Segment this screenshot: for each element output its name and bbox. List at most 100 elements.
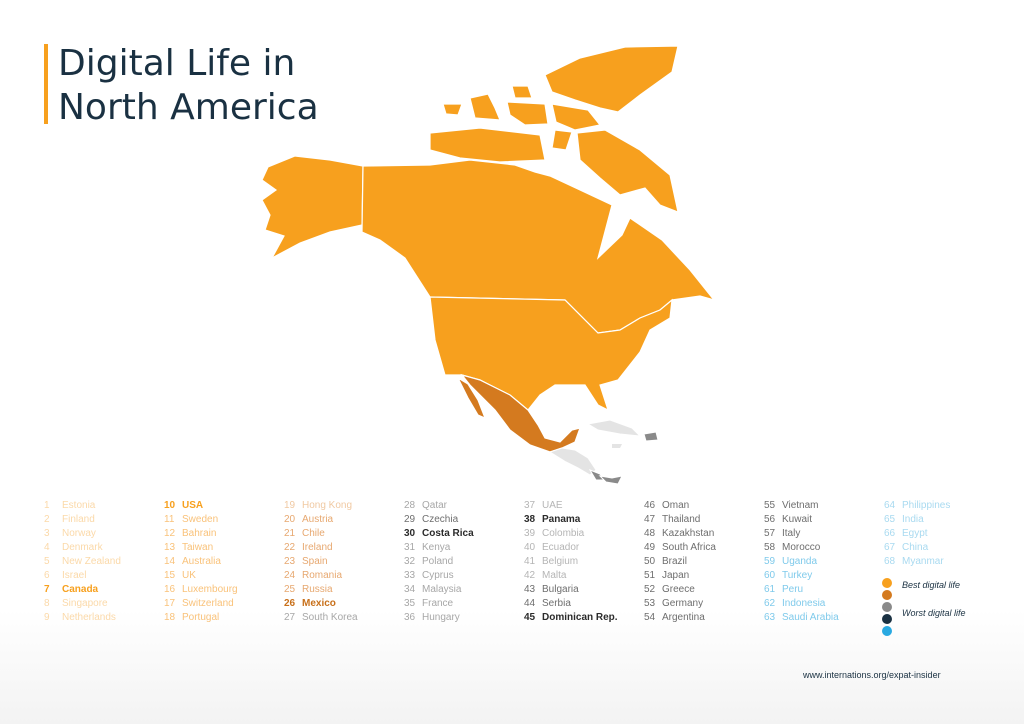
jamaica-shape [612,444,622,448]
ranking-number: 60 [764,570,776,581]
ranking-row: 57 Italy [764,527,884,541]
ranking-country: Hungary [422,612,460,623]
ranking-row: 53 Germany [644,597,764,611]
baffin-island-shape [576,129,679,213]
ranking-number: 2 [44,514,50,525]
ranking-row: 68 Myanmar [884,555,1004,569]
ranking-country: Malaysia [422,584,462,595]
title-line-1: Digital Life in [58,43,296,84]
ranking-number: 19 [284,500,296,511]
ranking-number: 17 [164,598,176,609]
legend-dot-worst [882,626,892,636]
ranking-country: Estonia [62,500,96,511]
source-link[interactable]: www.internations.org/expat-insider [803,670,941,680]
ranking-row: 61 Peru [764,583,884,597]
ranking-country: Germany [662,598,704,609]
ranking-row: 44 Serbia [524,597,644,611]
ranking-number: 15 [164,570,176,581]
ranking-country: Denmark [62,542,103,553]
ranking-number: 9 [44,612,50,623]
ranking-country: Uganda [782,556,818,567]
ranking-row: 8 Singapore [44,597,164,611]
ranking-row: 32 Poland [404,555,524,569]
ranking-country: Czechia [422,514,459,525]
ranking-row: 13 Taiwan [164,541,284,555]
ranking-country: Colombia [542,528,585,539]
ranking-number: 40 [524,542,536,553]
ranking-number: 37 [524,500,536,511]
ranking-number: 24 [284,570,296,581]
ranking-number: 67 [884,542,896,553]
ranking-row: 26 Mexico [284,597,404,611]
ranking-number: 33 [404,570,416,581]
ranking-country: New Zealand [62,556,121,567]
page-title: Digital Life in North America [58,42,388,130]
arctic-island-1 [429,127,546,163]
ranking-column-5: 37 UAE 38 Panama 39 Colombia 40 Ecuador 41 Belgiu… [524,499,644,625]
ranking-country: Australia [182,556,221,567]
central-america-region[interactable] [548,447,623,485]
ranking-country: Mexico [302,598,336,609]
ranking-row: 35 France [404,597,524,611]
ranking-row: 51 Japan [644,569,764,583]
ranking-row: 37 UAE [524,499,644,513]
caribbean-region[interactable] [586,419,659,448]
ranking-row: 43 Bulgaria [524,583,644,597]
ranking-row: 48 Kazakhstan [644,527,764,541]
ranking-number: 66 [884,528,896,539]
ranking-row: 41 Belgium [524,555,644,569]
ranking-row: 38 Panama [524,513,644,527]
ranking-row: 60 Turkey [764,569,884,583]
ranking-row: 27 South Korea [284,611,404,625]
ranking-country: Singapore [62,598,108,609]
arctic-island-7 [551,129,573,151]
ranking-row: 67 China [884,541,1004,555]
ranking-row: 30 Costa Rica [404,527,524,541]
ranking-row: 20 Austria [284,513,404,527]
ranking-number: 32 [404,556,416,567]
ranking-row: 46 Oman [644,499,764,513]
ranking-country: Bulgaria [542,584,579,595]
ranking-number: 61 [764,584,776,595]
ranking-row: 47 Thailand [644,513,764,527]
canada-region[interactable] [261,45,716,334]
ranking-number: 14 [164,556,176,567]
ranking-column-6: 46 Oman 47 Thailand 48 Kazakhstan 49 South Afri… [644,499,764,625]
ranking-country: Indonesia [782,598,826,609]
ranking-number: 7 [44,584,50,595]
ranking-row: 42 Malta [524,569,644,583]
ranking-country: Japan [662,570,690,581]
ranking-country: Romania [302,570,343,581]
ranking-number: 54 [644,612,656,623]
ranking-number: 62 [764,598,776,609]
central-america-light [548,447,597,476]
ranking-country: Chile [302,528,325,539]
ranking-number: 26 [284,598,296,609]
ranking-row: 40 Ecuador [524,541,644,555]
ranking-column-2: 10 USA 11 Sweden 12 Bahrain 13 Taiwan 14 Australi… [164,499,284,625]
ranking-row: 34 Malaysia [404,583,524,597]
ranking-country: South Africa [662,542,716,553]
ranking-country: Portugal [182,612,220,623]
ranking-country: China [902,542,929,553]
ranking-row: 66 Egypt [884,527,1004,541]
ranking-number: 34 [404,584,416,595]
ranking-column-4: 28 Qatar 29 Czechia 30 Costa Rica 31 Kenya 32 Pol… [404,499,524,625]
ranking-row: 16 Luxembourg [164,583,284,597]
ranking-country: Brazil [662,556,688,567]
ranking-row: 24 Romania [284,569,404,583]
ranking-country: Argentina [662,612,705,623]
ranking-country: Canada [62,584,99,595]
ranking-column-8: 64 Philippines 65 India 66 Egypt 67 China 68 Myan… [884,499,1004,569]
ranking-country: Kuwait [782,514,813,525]
ranking-number: 44 [524,598,536,609]
ranking-country: Norway [62,528,96,539]
ranking-row: 39 Colombia [524,527,644,541]
ranking-country: Thailand [662,514,701,525]
ranking-country: Spain [302,556,328,567]
ranking-country: Poland [422,556,454,567]
ranking-number: 35 [404,598,416,609]
mexico-region[interactable] [456,373,581,453]
ranking-row: 21 Chile [284,527,404,541]
ranking-number: 23 [284,556,296,567]
